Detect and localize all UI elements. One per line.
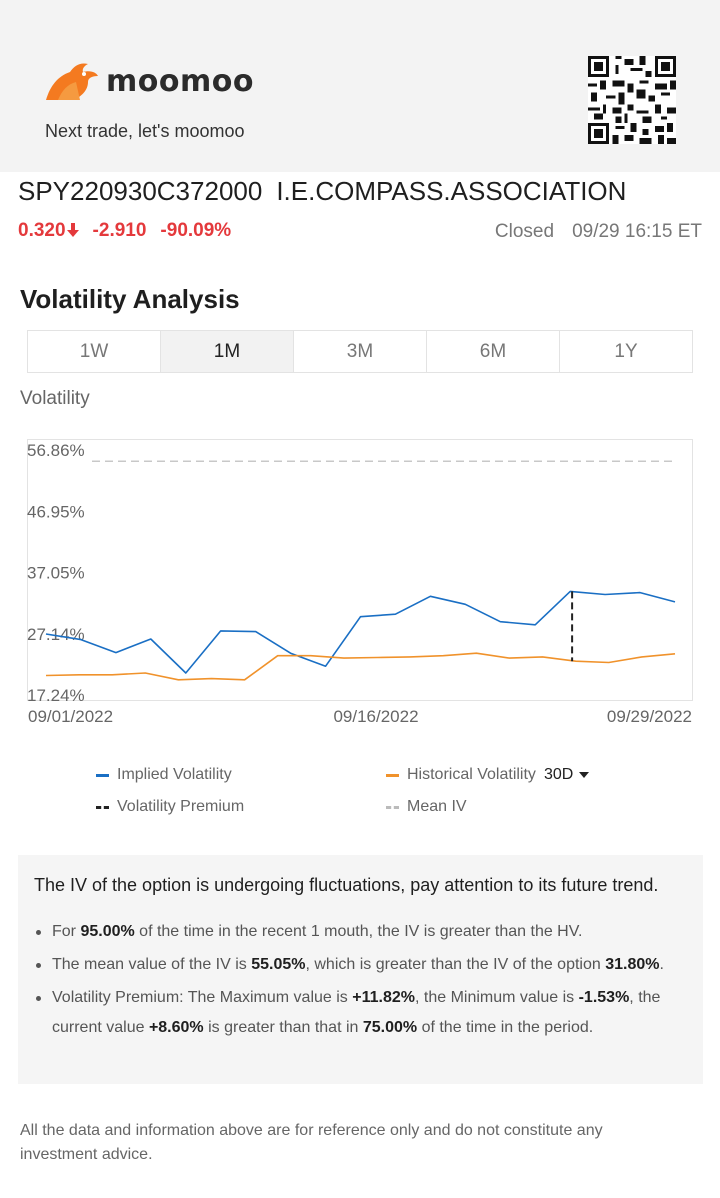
caret-down-icon — [579, 771, 590, 778]
arrow-down-icon — [66, 223, 79, 237]
price-change-percent: -90.09% — [160, 220, 232, 241]
analysis-summary: The IV of the option is undergoing fluct… — [18, 855, 703, 1084]
x-tick-label: 09/01/2022 — [28, 707, 113, 726]
y-tick-label: 27.14% — [27, 625, 85, 644]
legend-swatch-historical — [386, 773, 399, 777]
brand-tagline: Next trade, let's moomoo — [45, 121, 245, 141]
option-symbol: SPY220930C372000 — [18, 176, 263, 206]
legend-label-implied: Implied Volatility — [117, 766, 232, 783]
legend-swatch-implied — [96, 773, 109, 777]
volatility-chart[interactable]: 56.86% 46.95% 37.05% 27.14% 17.24% 09/01/202… — [0, 430, 720, 730]
legend-swatch-mean — [386, 805, 399, 809]
y-tick-label: 46.95% — [27, 502, 85, 521]
x-tick-label: 09/16/2022 — [333, 707, 418, 726]
period-tabs: 1W 1M 3M 6M 1Y — [27, 330, 693, 373]
disclaimer: All the data and information above are f… — [20, 1122, 603, 1163]
last-price-value: 0.320 — [18, 220, 66, 241]
summary-item-premium: Volatility Premium: The Maximum value is… — [34, 983, 694, 1043]
qr-code-icon — [588, 56, 676, 144]
summary-headline: The IV of the option is undergoing fluct… — [34, 875, 659, 895]
y-tick-label: 37.05% — [27, 564, 85, 583]
chart-frame — [27, 439, 693, 701]
moomoo-bull-icon — [46, 63, 98, 100]
legend-label-premium: Volatility Premium — [117, 798, 245, 815]
brand-logo: moomoo — [44, 60, 254, 102]
chart-legend: Implied Volatility Historical Volatility… — [96, 766, 696, 826]
quote-timestamp: 09/29 16:15 ET — [572, 221, 702, 242]
historical-volatility-line — [45, 652, 676, 681]
brand-name: moomoo — [106, 63, 254, 99]
legend-premium: Volatility Premium — [96, 798, 244, 816]
y-tick-label: 56.86% — [27, 441, 85, 460]
legend-label-historical: Historical Volatility — [407, 766, 536, 783]
legend-historical: Historical Volatility 30D — [386, 766, 590, 784]
x-tick-label: 09/29/2022 — [607, 707, 692, 726]
price-change: -2.910 — [92, 220, 147, 241]
legend-swatch-premium — [96, 805, 109, 809]
tab-1y[interactable]: 1Y — [614, 340, 638, 362]
summary-list: For 95.00% of the time in the recent 1 m… — [34, 917, 694, 1046]
security-title: SPY220930C372000 I.E.COMPASS.ASSOCIATION — [18, 176, 640, 207]
section-title: Volatility Analysis — [20, 284, 240, 314]
implied-volatility-line — [45, 590, 676, 674]
security-description: I.E.COMPASS.ASSOCIATION — [276, 176, 627, 206]
y-tick-label: 17.24% — [27, 686, 85, 705]
summary-item-iv-vs-hv: For 95.00% of the time in the recent 1 m… — [34, 917, 694, 947]
quote-row: 0.320 -2.910 -90.09% — [18, 220, 231, 242]
tab-1w[interactable]: 1W — [28, 331, 161, 372]
app-header: moomoo Next trade, let's moomoo — [0, 0, 720, 172]
hv-period-value: 30D — [543, 766, 574, 783]
hv-period-dropdown[interactable]: 30D — [543, 766, 590, 784]
tab-6m[interactable]: 6M — [427, 331, 560, 372]
last-price: 0.320 — [18, 220, 79, 242]
tab-3m[interactable]: 3M — [294, 331, 427, 372]
market-status-label: Closed — [494, 221, 555, 242]
market-status: Closed 09/29 16:15 ET — [495, 221, 702, 243]
summary-item-mean-iv: The mean value of the IV is 55.05%, whic… — [34, 950, 694, 980]
tab-1m[interactable]: 1M — [161, 331, 294, 372]
chart-label: Volatility — [20, 388, 90, 409]
legend-implied: Implied Volatility — [96, 766, 232, 784]
legend-mean: Mean IV — [386, 798, 467, 816]
legend-label-mean: Mean IV — [407, 798, 467, 815]
